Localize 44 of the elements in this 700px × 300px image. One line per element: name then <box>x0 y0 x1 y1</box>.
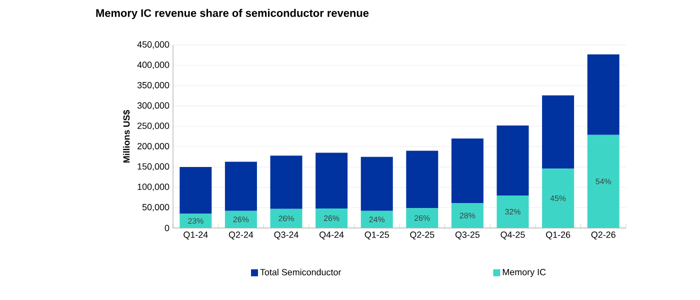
x-tick-label: Q2-24 <box>228 232 254 240</box>
bar <box>180 214 212 228</box>
x-tick-label: Q1-24 <box>184 232 208 240</box>
bar <box>360 156 393 211</box>
y-tick-label: 200,000 <box>138 142 170 150</box>
x-tick-label: Q1-26 <box>546 232 570 240</box>
bar <box>406 208 438 228</box>
x-tick-label: Q4-25 <box>500 232 525 240</box>
y-tick-label: 50,000 <box>142 204 170 212</box>
legend-label: Total Semiconductor <box>260 268 342 276</box>
legend-label: Memory IC <box>502 268 546 278</box>
bar <box>496 126 529 196</box>
bar <box>224 210 257 228</box>
x-tick-label: Q1-25 <box>364 232 389 240</box>
bar <box>587 134 620 228</box>
bar <box>542 95 574 169</box>
bar <box>316 208 348 228</box>
x-tick-label: Q2-26 <box>591 232 616 240</box>
y-tick-label: 300,000 <box>137 102 170 110</box>
bar <box>451 138 484 204</box>
bar <box>270 208 302 228</box>
bar <box>360 210 393 228</box>
x-tick-label: Q4-24 <box>320 232 344 240</box>
x-tick-label: Q3-25 <box>455 232 480 240</box>
bar <box>180 167 212 214</box>
chart-title: Memory IC revenue share of semiconductor revenue <box>96 8 369 20</box>
y-tick-label: 450,000 <box>137 41 170 49</box>
bar <box>316 152 348 208</box>
y-tick-label: 250,000 <box>138 122 170 130</box>
y-axis-title: Millions US$ <box>122 110 130 163</box>
bar <box>451 203 484 228</box>
y-tick-label: 400,000 <box>137 62 170 70</box>
x-tick-label: Q2-25 <box>410 232 434 240</box>
y-tick-label: 0 <box>164 224 170 232</box>
bar <box>496 195 529 228</box>
bar <box>587 54 620 135</box>
y-tick-label: 350,000 <box>137 82 170 90</box>
x-tick-label: Q3-24 <box>274 232 298 240</box>
y-tick-label: 150,000 <box>138 163 170 171</box>
bar <box>224 162 257 211</box>
bar <box>406 150 438 208</box>
bar <box>542 168 574 228</box>
y-tick-label: 100,000 <box>138 184 170 192</box>
bar <box>270 156 302 209</box>
